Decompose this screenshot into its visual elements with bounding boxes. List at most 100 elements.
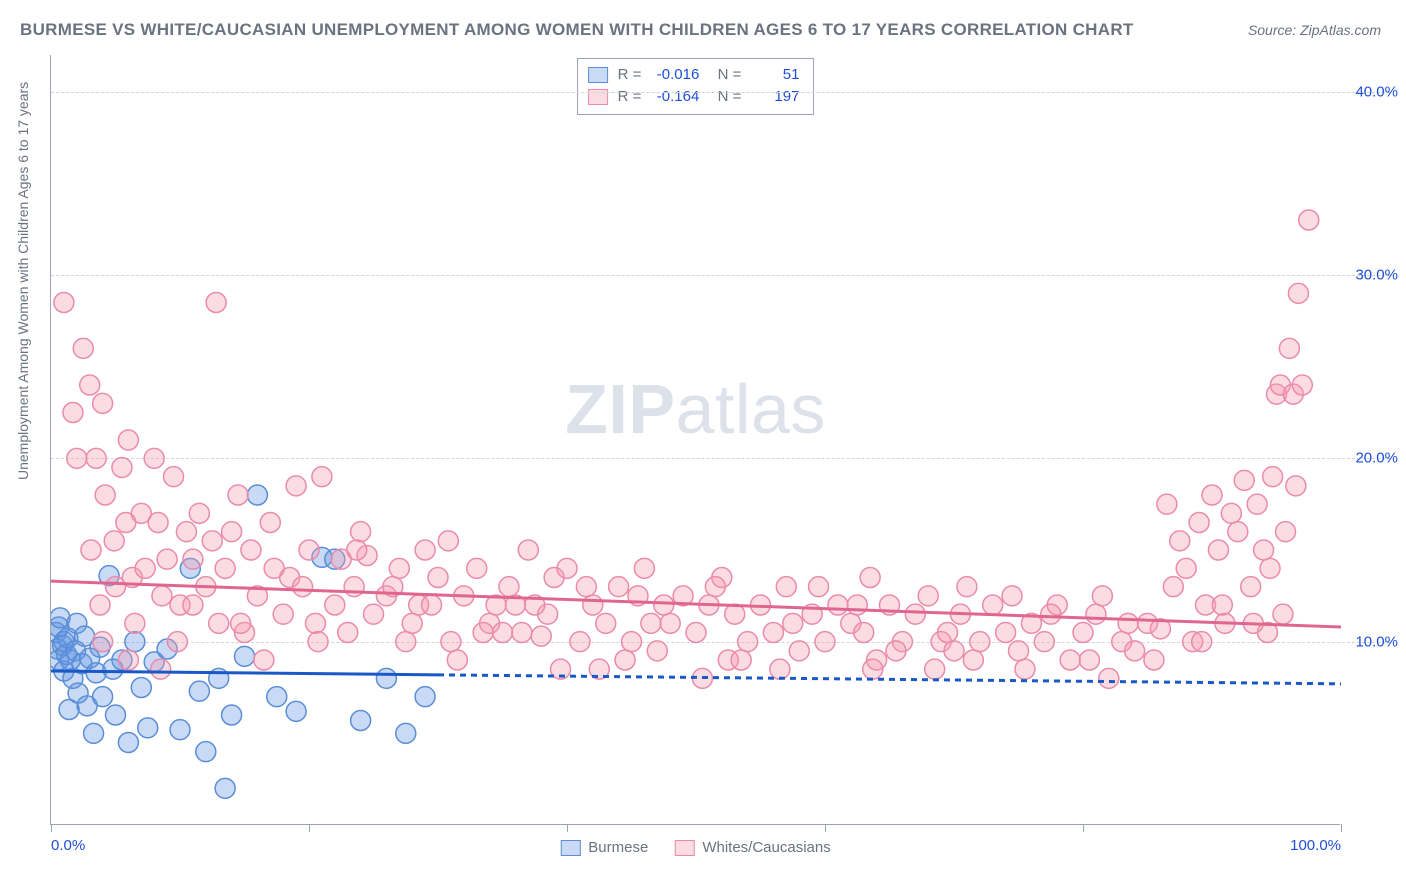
x-tick [1083, 824, 1084, 832]
legend-item: Burmese [560, 839, 648, 856]
data-point [583, 595, 603, 615]
data-point [905, 604, 925, 624]
data-point [1163, 577, 1183, 597]
data-point [1092, 586, 1112, 606]
data-point [531, 626, 551, 646]
data-point [963, 650, 983, 670]
data-point [54, 293, 74, 313]
data-point [312, 467, 332, 487]
data-point [1202, 485, 1222, 505]
data-point [944, 641, 964, 661]
data-point [622, 632, 642, 652]
x-tick [1341, 824, 1342, 832]
legend-label: Whites/Caucasians [702, 839, 830, 856]
data-point [93, 687, 113, 707]
data-point [1034, 632, 1054, 652]
data-point [854, 623, 874, 643]
data-point [254, 650, 274, 670]
data-point [273, 604, 293, 624]
data-point [576, 577, 596, 597]
data-point [847, 595, 867, 615]
data-point [441, 632, 461, 652]
data-point [286, 476, 306, 496]
data-point [1241, 577, 1261, 597]
data-point [828, 595, 848, 615]
x-tick [567, 824, 568, 832]
y-axis-label: Unemployment Among Women with Children A… [15, 82, 31, 480]
data-point [863, 659, 883, 679]
data-point [438, 531, 458, 551]
data-point [596, 613, 616, 633]
data-point [1189, 513, 1209, 533]
data-point [557, 558, 577, 578]
x-tick-label: 0.0% [51, 837, 85, 854]
data-point [415, 540, 435, 560]
data-point [1260, 558, 1280, 578]
data-point [299, 540, 319, 560]
data-point [93, 632, 113, 652]
data-point [1221, 503, 1241, 523]
data-point [305, 613, 325, 633]
source-label: Source: ZipAtlas.com [1248, 22, 1381, 38]
data-point [1276, 522, 1296, 542]
data-point [118, 650, 138, 670]
chart-title: BURMESE VS WHITE/CAUCASIAN UNEMPLOYMENT … [20, 20, 1134, 40]
data-point [763, 623, 783, 643]
data-point [1286, 476, 1306, 496]
data-point [1144, 650, 1164, 670]
data-point [135, 558, 155, 578]
data-point [167, 632, 187, 652]
data-point [189, 503, 209, 523]
data-point [776, 577, 796, 597]
data-point [1041, 604, 1061, 624]
trend-line-dashed [438, 675, 1341, 684]
data-point [473, 623, 493, 643]
data-point [183, 549, 203, 569]
data-point [731, 650, 751, 670]
data-point [351, 711, 371, 731]
data-point [241, 540, 261, 560]
data-point [1228, 522, 1248, 542]
data-point [428, 568, 448, 588]
legend-swatch [560, 840, 580, 856]
data-point [1263, 467, 1283, 487]
data-point [228, 485, 248, 505]
data-point [1009, 641, 1029, 661]
data-point [209, 613, 229, 633]
data-point [152, 586, 172, 606]
data-point [164, 467, 184, 487]
data-point [235, 646, 255, 666]
data-point [1247, 494, 1267, 514]
data-point [1176, 558, 1196, 578]
data-point [886, 641, 906, 661]
x-tick [825, 824, 826, 832]
data-point [106, 705, 126, 725]
data-point [1060, 650, 1080, 670]
data-point [73, 338, 93, 358]
data-point [447, 650, 467, 670]
legend-swatch [674, 840, 694, 856]
data-point [176, 522, 196, 542]
data-point [1288, 283, 1308, 303]
data-point [783, 613, 803, 633]
data-point [389, 558, 409, 578]
data-point [1073, 623, 1093, 643]
data-point [1254, 540, 1274, 560]
data-point [112, 458, 132, 478]
data-point [80, 375, 100, 395]
data-point [705, 577, 725, 597]
data-point [308, 632, 328, 652]
data-point [1299, 210, 1319, 230]
data-point [202, 531, 222, 551]
y-tick-label: 40.0% [1355, 83, 1398, 100]
data-point [118, 430, 138, 450]
data-point [338, 623, 358, 643]
data-point [247, 485, 267, 505]
data-point [260, 513, 280, 533]
data-point [654, 595, 674, 615]
data-point [196, 742, 216, 762]
data-point [493, 623, 513, 643]
data-point [231, 613, 251, 633]
data-point [84, 723, 104, 743]
data-point [183, 595, 203, 615]
